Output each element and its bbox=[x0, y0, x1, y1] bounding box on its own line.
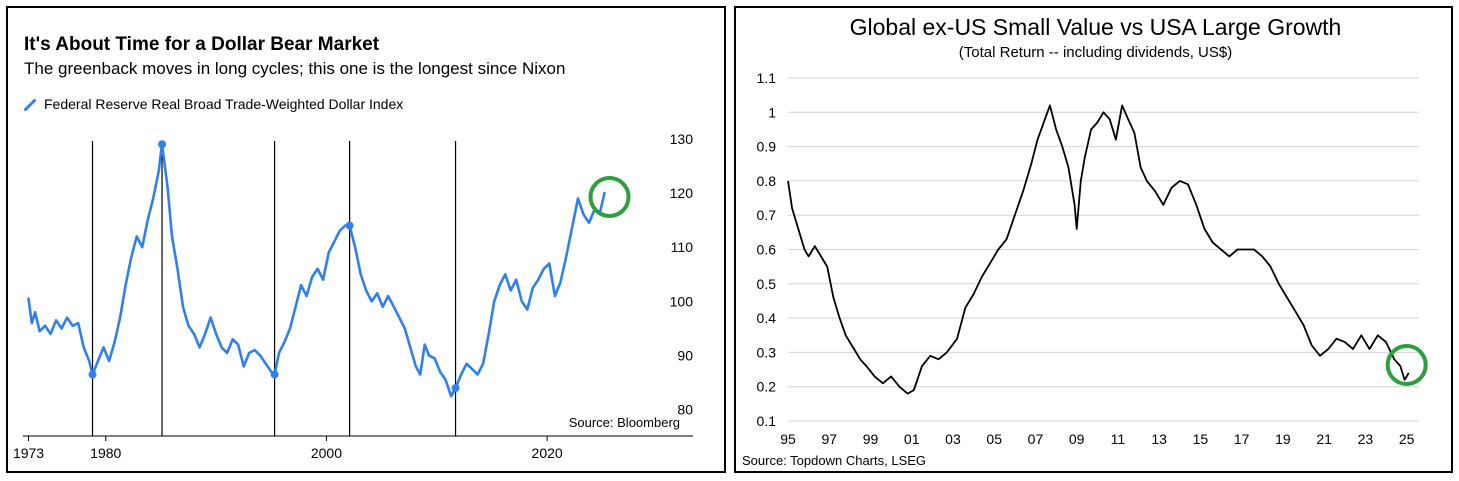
x-tick-label: 11 bbox=[1111, 431, 1126, 447]
highlight-circle bbox=[588, 176, 631, 219]
turning-point-dot bbox=[88, 370, 97, 379]
turning-point-dot bbox=[158, 140, 167, 149]
x-tick-label: 19 bbox=[1275, 431, 1291, 447]
x-tick-label: 07 bbox=[1028, 431, 1044, 447]
y-tick-label: 100 bbox=[670, 293, 694, 309]
turning-point-dot bbox=[451, 384, 460, 393]
right-chart-svg: 1.1 1 0.9 0.8 0.7 0.6 0.5 0.4 0.3 0.2 0.195 97 99 01 0… bbox=[742, 70, 1428, 468]
highlight-circle bbox=[1385, 343, 1428, 386]
y-tick-label: 0.1 bbox=[757, 413, 777, 429]
x-tick-label: 17 bbox=[1234, 431, 1250, 447]
chart-subtitle: The greenback moves in long cycles; this… bbox=[24, 59, 566, 78]
x-tick-label: 23 bbox=[1358, 431, 1374, 447]
x-tick-label: 13 bbox=[1151, 431, 1167, 447]
x-tick-label: 2020 bbox=[532, 445, 563, 461]
dollar-index-line bbox=[27, 143, 606, 398]
chart-legend: Federal Reserve Real Broad Trade-Weighte… bbox=[24, 96, 403, 112]
x-tick-label: 09 bbox=[1069, 431, 1085, 447]
y-tick-label: 0.4 bbox=[757, 310, 777, 326]
y-tick-label: 0.8 bbox=[757, 173, 777, 189]
x-tick-label: 01 bbox=[904, 431, 920, 447]
x-tick-label: 1980 bbox=[90, 445, 121, 461]
x-tick-label: 15 bbox=[1193, 431, 1209, 447]
left-chart-svg: 1973 1980 2000 2020 130 120 110 100 90 80Source: … bbox=[13, 131, 694, 461]
x-tick-label: 25 bbox=[1399, 431, 1415, 447]
y-tick-label: 0.3 bbox=[757, 344, 777, 360]
x-tick-label: 1973 bbox=[13, 445, 44, 461]
y-tick-label: 0.5 bbox=[757, 276, 777, 292]
y-tick-label: 0.6 bbox=[757, 242, 777, 258]
turning-point-dot bbox=[270, 370, 279, 379]
relative-return-line bbox=[787, 104, 1410, 395]
source-label: Source: Bloomberg bbox=[569, 415, 680, 430]
turning-point-dot bbox=[345, 221, 354, 230]
y-tick-label: 120 bbox=[670, 185, 694, 201]
y-tick-label: 80 bbox=[677, 402, 693, 418]
chart-title: Global ex-US Small Value vs USA Large Gr… bbox=[849, 14, 1342, 40]
x-tick-label: 97 bbox=[821, 431, 837, 447]
x-tick-label: 99 bbox=[863, 431, 879, 447]
legend-label: Federal Reserve Real Broad Trade-Weighte… bbox=[44, 96, 404, 112]
y-tick-label: 1.1 bbox=[757, 70, 777, 86]
y-tick-label: 130 bbox=[670, 131, 694, 147]
x-tick-label: 21 bbox=[1316, 431, 1332, 447]
source-label: Source: Topdown Charts, LSEG bbox=[742, 453, 926, 468]
legend-swatch-icon bbox=[24, 98, 36, 111]
x-tick-label: 05 bbox=[986, 431, 1002, 447]
y-tick-label: 90 bbox=[677, 348, 693, 364]
x-tick-label: 2000 bbox=[311, 445, 342, 461]
y-tick-label: 0.2 bbox=[757, 379, 777, 395]
y-tick-label: 110 bbox=[671, 239, 694, 255]
left-chart-panel: It's About Time for a Dollar Bear Market… bbox=[6, 6, 726, 473]
x-tick-label: 03 bbox=[945, 431, 961, 447]
x-tick-label: 95 bbox=[780, 431, 796, 447]
chart-title: It's About Time for a Dollar Bear Market bbox=[24, 34, 380, 55]
chart-subtitle: (Total Return -- including dividends, US… bbox=[958, 44, 1233, 61]
y-tick-label: 0.7 bbox=[757, 207, 777, 223]
y-tick-label: 0.9 bbox=[757, 139, 777, 155]
y-tick-label: 1 bbox=[768, 104, 776, 120]
right-chart-panel: Global ex-US Small Value vs USA Large Gr… bbox=[734, 6, 1453, 473]
